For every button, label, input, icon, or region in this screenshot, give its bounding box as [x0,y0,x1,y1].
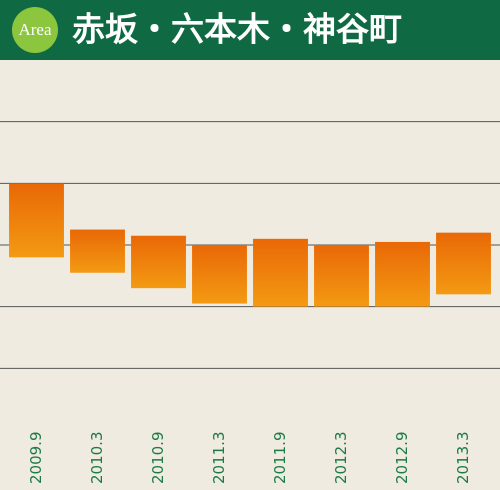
x-tick-label: 2013.3 [454,432,472,485]
bar [70,229,125,273]
x-tick-label: 2012.3 [332,432,350,485]
x-tick-label: 2009.9 [27,432,45,485]
x-tick-label: 2010.9 [149,432,167,485]
bar [314,245,369,307]
x-tick-label: 2012.9 [393,432,411,485]
x-tick-label: 2011.3 [210,432,228,485]
bar [192,245,247,304]
x-tick-label: 2010.3 [88,432,106,485]
bar [375,241,430,307]
bar [9,183,64,258]
badge: Area [18,20,51,39]
bar [131,235,186,289]
x-tick-label: 2011.9 [271,432,289,485]
header [0,0,500,60]
badge-circle [12,7,58,53]
bar [253,238,308,307]
chart-title: 赤坂・六本木・神谷町 [72,10,402,49]
bar [436,232,491,295]
